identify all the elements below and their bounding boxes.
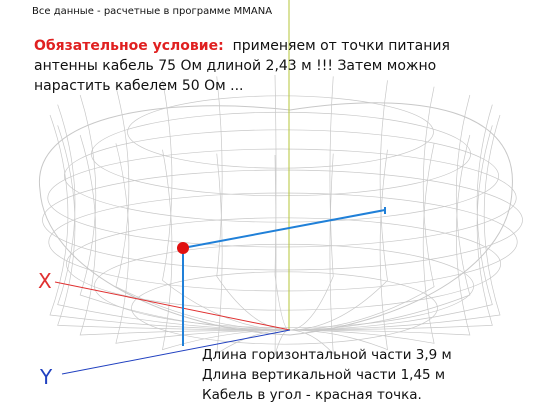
note: Все данные - расчетные в программе MMANA [32, 6, 273, 17]
mesh-line [91, 111, 471, 197]
mesh-line [162, 149, 290, 351]
mesh-line [38, 102, 513, 336]
mesh-line [288, 149, 388, 351]
condition-text: применяем от точки питания антенны кабел… [34, 38, 450, 94]
mesh-line [131, 271, 438, 345]
feed-point [177, 242, 189, 254]
mesh-line [274, 154, 290, 356]
mesh-line [115, 86, 290, 331]
mesh-line [57, 125, 290, 331]
mesh-line [288, 76, 334, 331]
mesh-line [115, 143, 290, 344]
mesh-line [288, 94, 471, 331]
mesh-line [49, 114, 290, 331]
condition: Обязательное условие: применяем от точки… [34, 36, 494, 96]
mesh-line [288, 125, 493, 331]
x-axis-label: X [38, 269, 52, 293]
mesh-line [48, 192, 518, 292]
dimension: Длина вертикальной части 1,45 м [202, 367, 446, 383]
dimension: Кабель в угол - красная точка. [202, 387, 422, 403]
mesh-line [288, 80, 388, 331]
mesh-line [42, 169, 523, 271]
mesh-line [57, 104, 290, 331]
x-axis [54, 281, 291, 331]
mesh-line [47, 148, 517, 248]
mesh-line [288, 104, 493, 331]
mesh-line [94, 243, 474, 329]
mesh-line [216, 76, 290, 331]
mesh-line [288, 134, 471, 336]
mesh-line [288, 86, 435, 331]
mesh-line [127, 95, 434, 169]
mesh-line [63, 129, 500, 223]
mesh-line [288, 114, 501, 331]
condition-label: Обязательное условие: [34, 38, 224, 54]
mesh-line [274, 74, 290, 331]
mesh-line [79, 94, 290, 331]
mesh-line [162, 80, 290, 331]
y-axis [61, 329, 291, 375]
mesh-line [65, 217, 502, 311]
mesh-line [288, 143, 435, 344]
mesh-line [216, 153, 290, 355]
dimension: Длина горизонтальной части 3,9 м [202, 347, 452, 363]
y-axis-label: Y [39, 365, 53, 389]
horizontal-wire [182, 209, 386, 249]
radiation-pattern-mesh [38, 74, 523, 356]
mesh-line [79, 134, 290, 336]
mesh-line [288, 153, 334, 355]
